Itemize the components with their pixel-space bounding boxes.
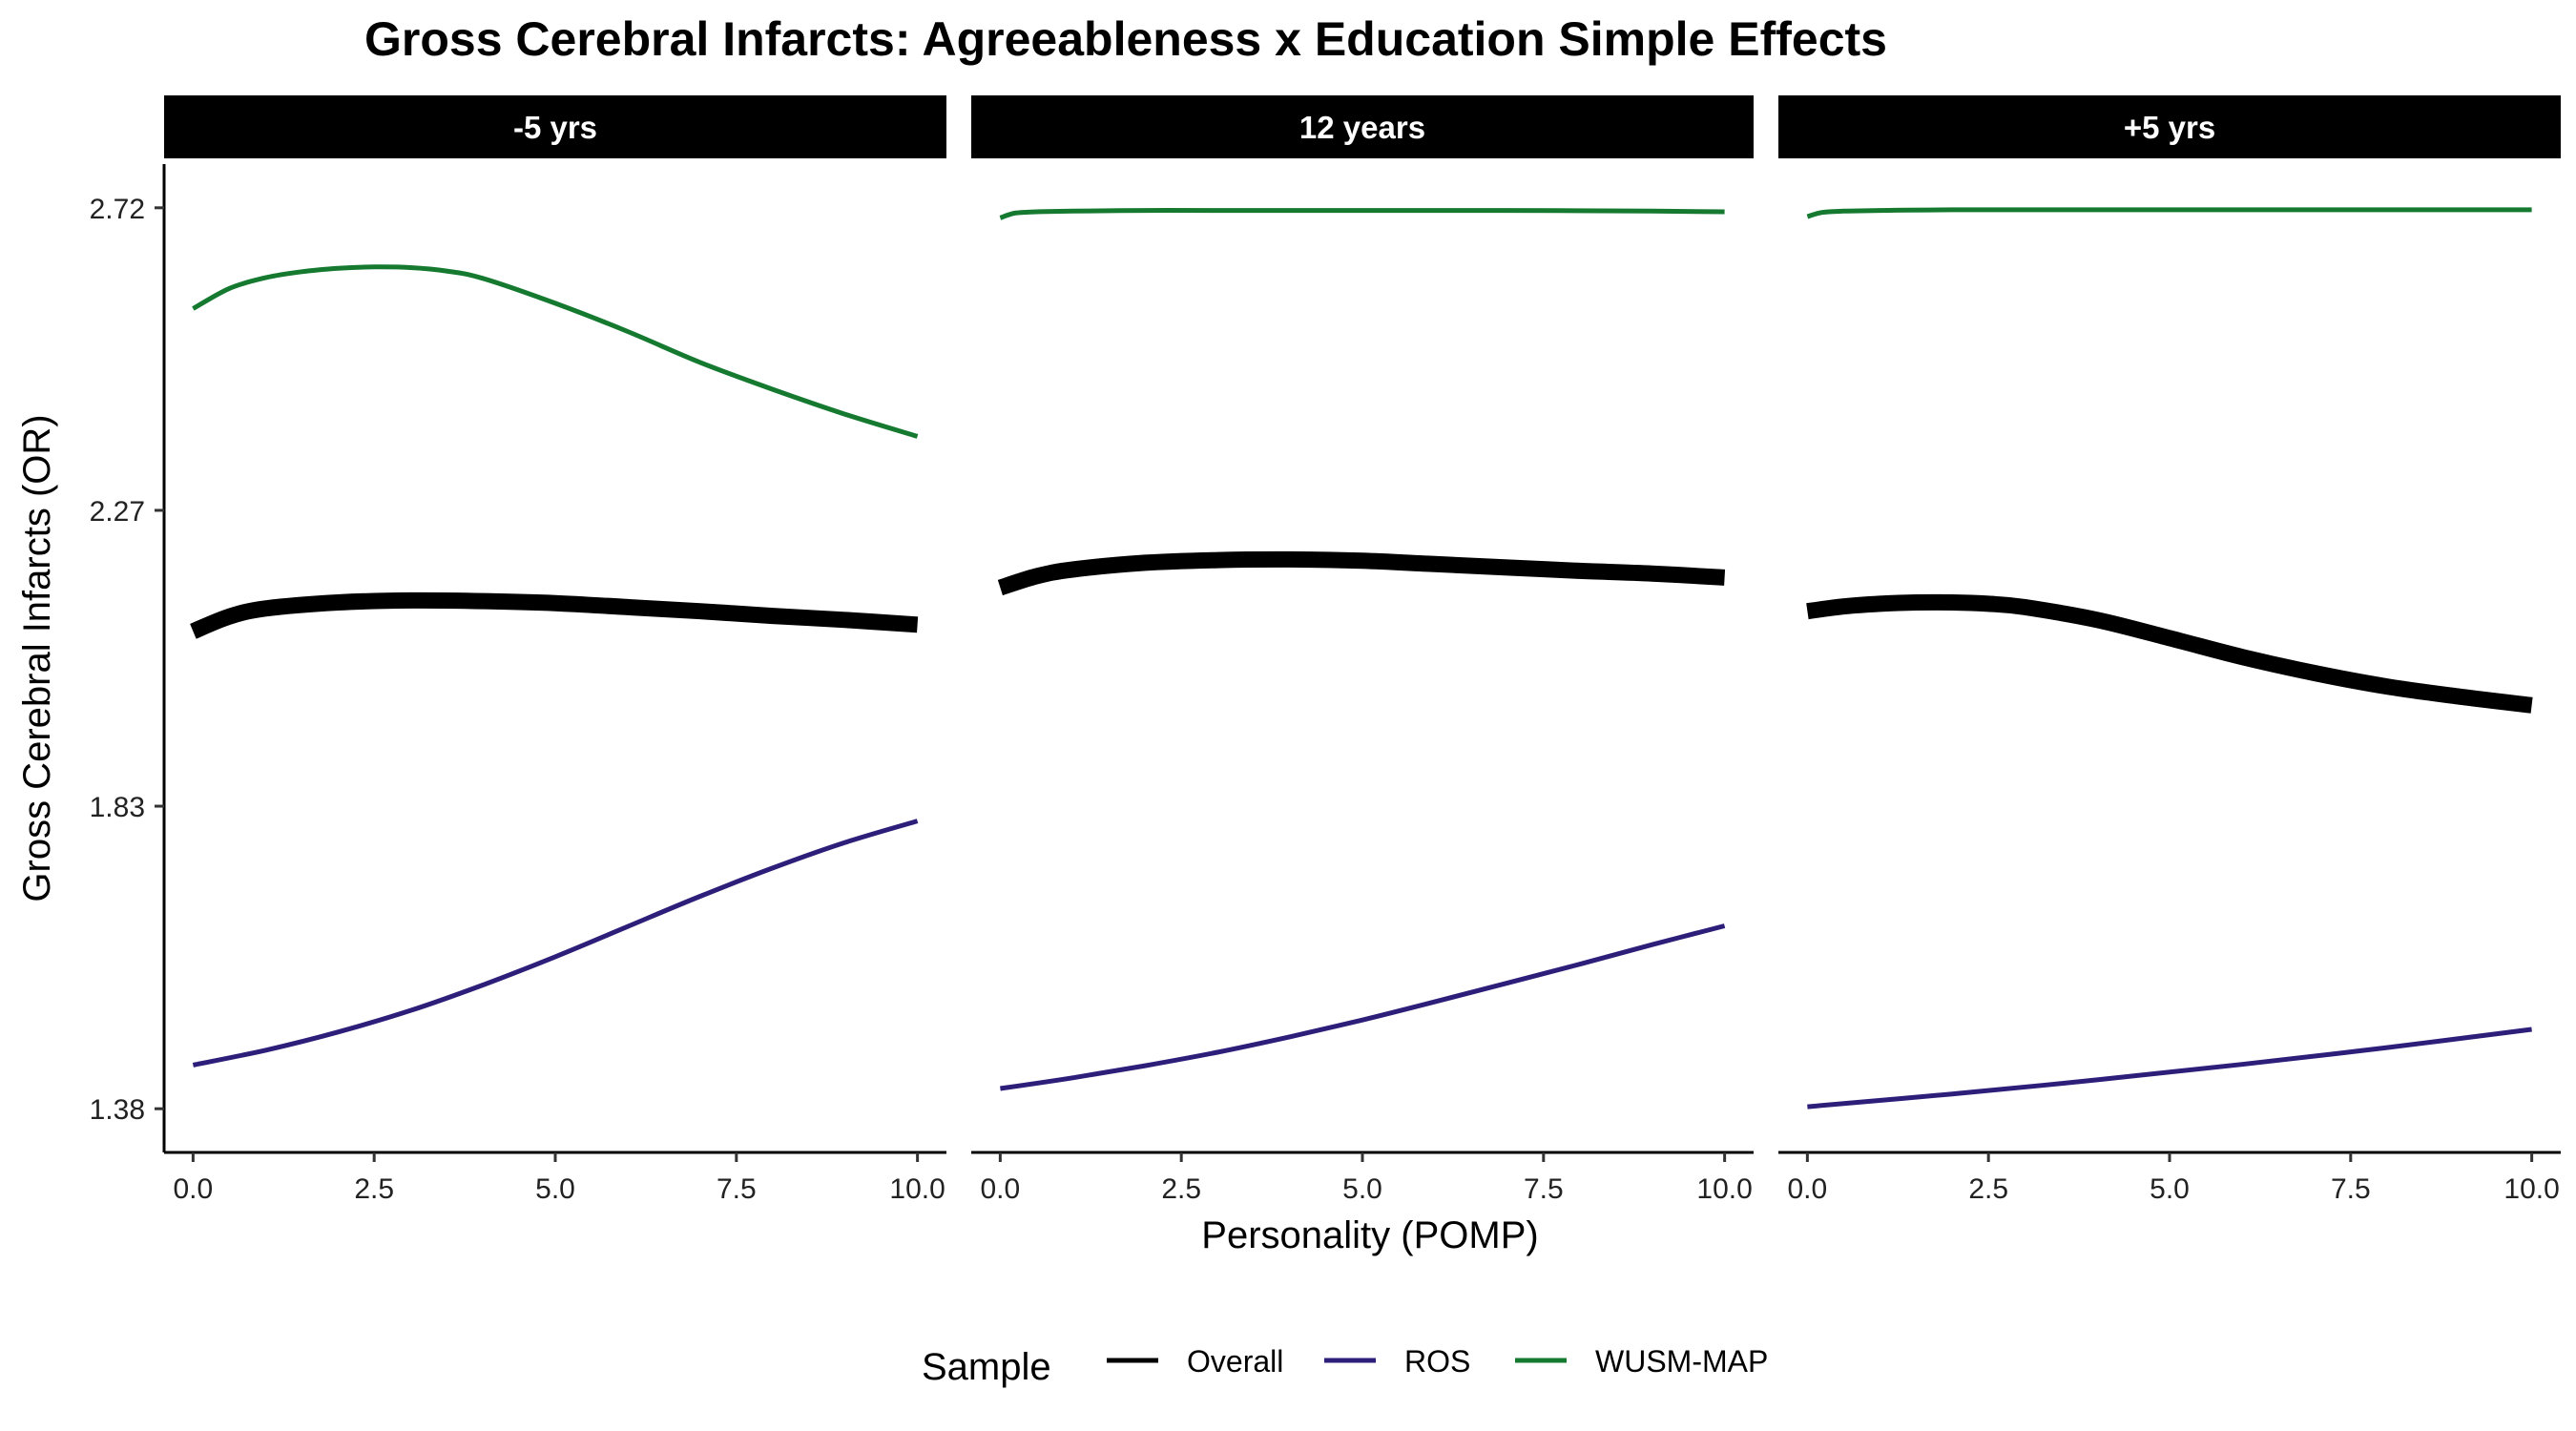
legend-label: WUSM-MAP — [1595, 1344, 1768, 1379]
x-tick-label: 7.5 — [2331, 1173, 2371, 1205]
x-tick-label: 7.5 — [1524, 1173, 1564, 1205]
facet-label: -5 yrs — [513, 110, 597, 145]
y-tick-label: 1.83 — [90, 792, 145, 823]
series-line-ros — [192, 819, 919, 1068]
y-tick-label: 1.38 — [90, 1094, 145, 1126]
y-axis-title: Gross Cerebral Infarcts (OR) — [16, 414, 58, 902]
series-line-overall — [997, 550, 1726, 596]
facet-strip — [1778, 95, 2561, 158]
facet-strip — [164, 95, 946, 158]
series-line-wusm-map — [1806, 207, 2532, 219]
x-tick-label: 10.0 — [1696, 1173, 1752, 1205]
facet-label: 12 years — [1299, 110, 1425, 145]
x-tick-label: 2.5 — [1161, 1173, 1201, 1205]
facet-strip — [971, 95, 1754, 158]
legend: Sample Overall ROS WUSM-MAP — [922, 1344, 1768, 1388]
x-tick-label: 5.0 — [535, 1173, 575, 1205]
x-tick-label: 7.5 — [717, 1173, 757, 1205]
series-line-wusm-map — [999, 208, 1725, 220]
facet-panel: +5 yrs 0.0 2.5 5.0 7.5 10.0 — [1778, 95, 2561, 1205]
facet-panel: 12 years 0.0 2.5 5.0 7.5 10.0 — [971, 95, 1754, 1205]
x-tick-label: 2.5 — [1968, 1173, 2008, 1205]
x-tick-label: 0.0 — [981, 1173, 1021, 1205]
y-tick-label: 2.27 — [90, 496, 145, 528]
x-tick-label: 5.0 — [1342, 1173, 1382, 1205]
series-line-ros — [1000, 923, 1726, 1091]
legend-title: Sample — [922, 1346, 1051, 1388]
facet-panels: -5 yrs 0.0 2.5 5.0 7.5 10.0 1.38 1.83 2.27 2.72 12… — [90, 95, 2561, 1205]
x-tick-label: 0.0 — [174, 1173, 214, 1205]
series-line-wusm-map — [192, 264, 919, 439]
y-tick-label: 2.72 — [90, 194, 145, 225]
legend-label: Overall — [1187, 1344, 1283, 1379]
x-tick-label: 0.0 — [1788, 1173, 1828, 1205]
facet-label: +5 yrs — [2124, 110, 2215, 145]
x-axis-title: Personality (POMP) — [1201, 1214, 1538, 1256]
legend-items: Overall ROS WUSM-MAP — [1107, 1344, 1768, 1379]
legend-label: ROS — [1404, 1344, 1470, 1379]
facet-panel: -5 yrs 0.0 2.5 5.0 7.5 10.0 1.38 1.83 2.27 2.72 — [90, 95, 946, 1205]
x-tick-label: 2.5 — [354, 1173, 394, 1205]
series-line-overall — [190, 591, 919, 639]
series-line-ros — [1807, 1027, 2532, 1110]
series-line-overall — [1806, 593, 2533, 714]
x-tick-label: 5.0 — [2150, 1173, 2190, 1205]
chart-title: Gross Cerebral Infarcts: Agreeableness x… — [364, 12, 1887, 66]
x-tick-label: 10.0 — [889, 1173, 945, 1205]
x-tick-label: 10.0 — [2503, 1173, 2559, 1205]
